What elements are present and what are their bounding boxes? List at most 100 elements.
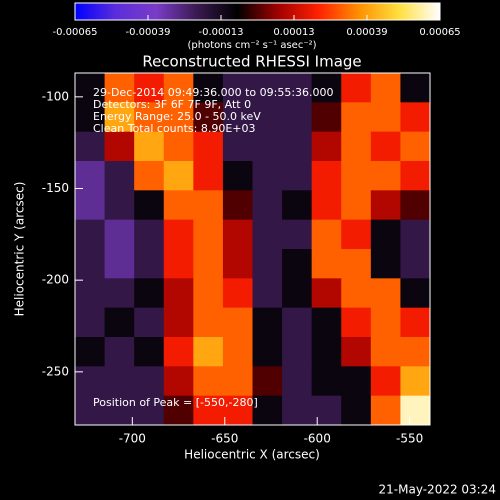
pixel <box>311 73 342 103</box>
pixel <box>370 161 401 191</box>
pixel <box>370 219 401 250</box>
pixel <box>75 278 106 309</box>
pixel <box>341 395 372 426</box>
pixel <box>282 131 313 162</box>
pixel <box>163 307 194 338</box>
pixel <box>311 337 342 367</box>
annotation: Detectors: 3F 6F 7F 9F, Att 0 <box>93 98 251 111</box>
pixel <box>104 249 135 279</box>
pixel <box>252 102 283 133</box>
pixel <box>341 249 372 279</box>
pixel <box>75 366 106 397</box>
pixel <box>75 190 106 221</box>
pixel <box>311 278 342 309</box>
pixel <box>104 395 135 426</box>
y-tick-label: -200 <box>42 273 69 287</box>
pixel <box>75 395 106 426</box>
pixel <box>341 190 372 221</box>
pixel <box>311 395 342 426</box>
pixel <box>163 249 194 279</box>
pixel <box>400 190 431 221</box>
pixel <box>252 161 283 191</box>
pixel <box>163 395 194 426</box>
pixel <box>252 249 283 279</box>
colorbar-tick-label: 0.00013 <box>273 27 314 38</box>
pixel <box>341 278 372 309</box>
peak-label: Position of Peak = [-550,-280] <box>93 396 258 409</box>
pixel <box>193 161 224 191</box>
pixel <box>104 73 135 103</box>
pixel <box>134 249 165 279</box>
y-tick-label: -150 <box>42 181 69 195</box>
annotation: 29-Dec-2014 09:49:36.000 to 09:55:36.000 <box>93 86 334 99</box>
x-tick-label: -700 <box>119 432 146 446</box>
pixel <box>282 307 313 338</box>
pixel <box>400 366 431 397</box>
pixel <box>134 337 165 367</box>
pixel <box>370 395 401 426</box>
pixel <box>311 249 342 279</box>
pixel <box>222 161 253 191</box>
pixel <box>193 73 224 103</box>
pixel <box>163 161 194 191</box>
pixel <box>134 366 165 397</box>
pixel <box>370 366 401 397</box>
pixel <box>341 307 372 338</box>
pixel <box>222 102 253 133</box>
colorbar-tick-label: 0.00039 <box>346 27 387 38</box>
pixel <box>222 73 253 103</box>
pixel <box>341 161 372 191</box>
pixel <box>134 73 165 103</box>
plot-frame <box>74 72 431 426</box>
timestamp: 21-May-2022 03:24 <box>379 483 496 497</box>
pixel <box>400 161 431 191</box>
pixel <box>163 337 194 367</box>
colorbar-label: (photons cm⁻² s⁻¹ asec⁻²) <box>187 40 316 51</box>
pixel <box>400 131 431 162</box>
pixel <box>252 219 283 250</box>
pixel <box>282 219 313 250</box>
pixel <box>400 102 431 133</box>
pixel <box>311 219 342 250</box>
pixel <box>134 278 165 309</box>
pixel <box>252 278 283 309</box>
pixel <box>75 102 106 133</box>
pixel <box>222 395 253 426</box>
colorbar-tick-label: -0.00039 <box>126 27 171 38</box>
pixel <box>222 219 253 250</box>
pixel <box>134 395 165 426</box>
pixel <box>134 161 165 191</box>
pixel <box>134 102 165 133</box>
pixel <box>252 366 283 397</box>
pixel <box>341 337 372 367</box>
pixel <box>104 337 135 367</box>
pixel <box>282 337 313 367</box>
colorbar <box>74 2 441 21</box>
pixel <box>104 190 135 221</box>
pixel <box>311 161 342 191</box>
pixel <box>222 249 253 279</box>
x-tick-label: -650 <box>211 432 238 446</box>
pixel <box>222 131 253 162</box>
colorbar-tick-label: -0.00065 <box>53 27 98 38</box>
pixel <box>222 307 253 338</box>
pixel <box>252 73 283 103</box>
pixel <box>341 102 372 133</box>
y-tick-label: -250 <box>42 364 69 378</box>
pixel <box>282 161 313 191</box>
pixel <box>222 337 253 367</box>
pixel <box>75 161 106 191</box>
y-axis-label: Heliocentric Y (arcsec) <box>13 182 27 317</box>
pixel <box>370 102 401 133</box>
pixel <box>400 249 431 279</box>
pixel <box>163 131 194 162</box>
pixel <box>222 366 253 397</box>
pixel <box>193 190 224 221</box>
pixel <box>370 337 401 367</box>
pixel <box>163 190 194 221</box>
pixel <box>370 249 401 279</box>
pixel <box>75 307 106 338</box>
pixel <box>104 219 135 250</box>
pixel <box>282 73 313 103</box>
